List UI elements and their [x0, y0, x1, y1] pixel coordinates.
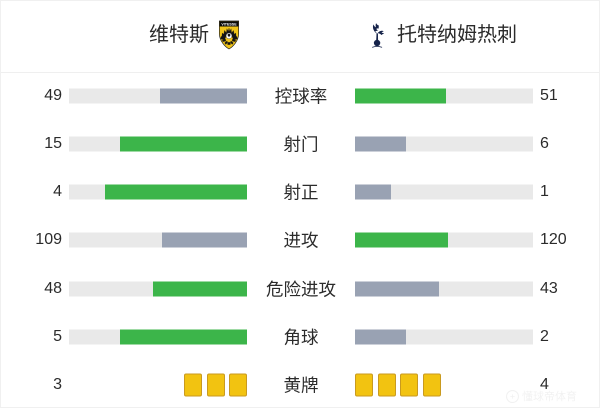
svg-text:VITESSE: VITESSE [221, 22, 237, 26]
